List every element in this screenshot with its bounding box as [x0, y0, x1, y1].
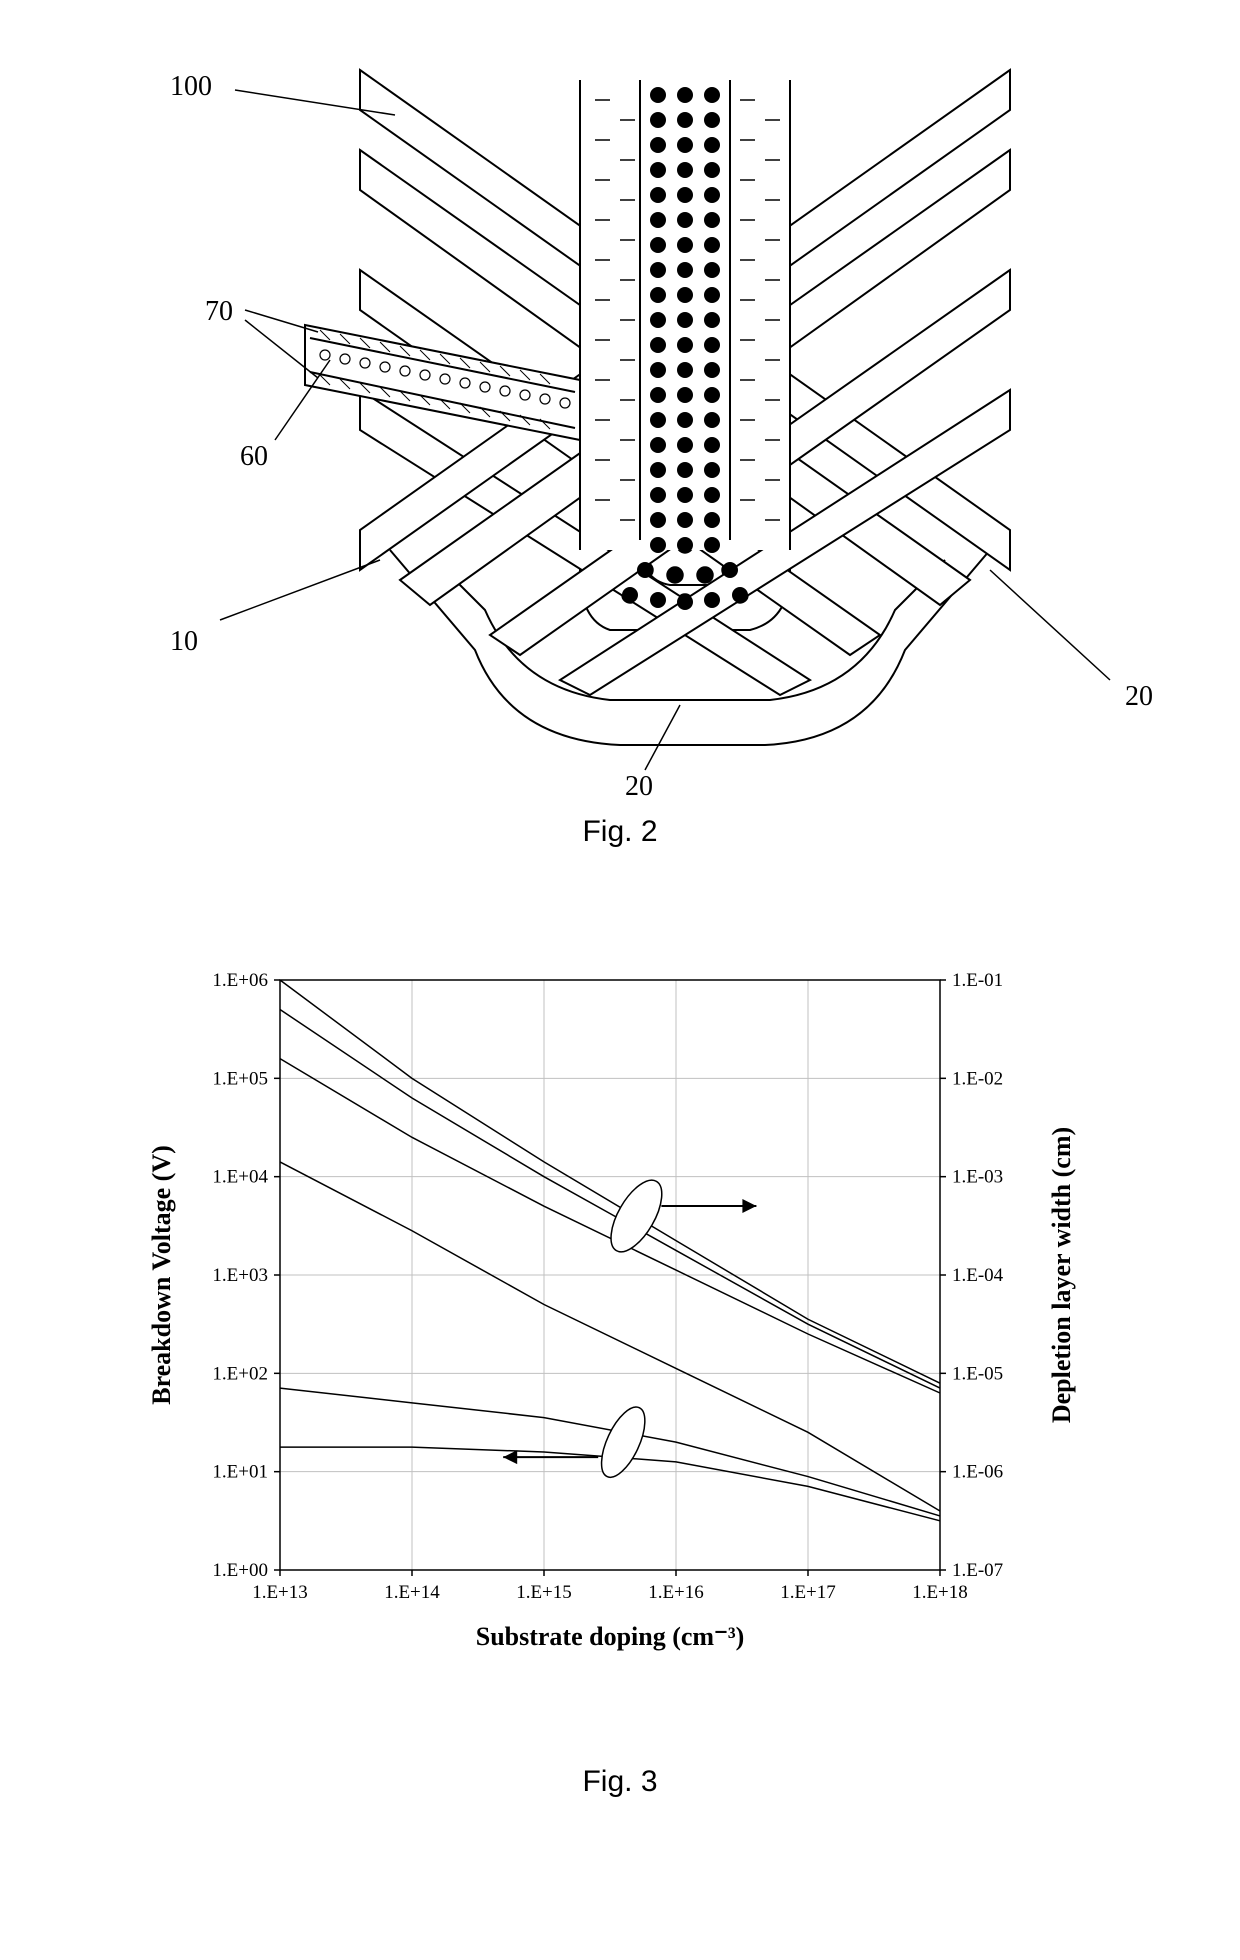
fig3-caption: Fig. 3: [120, 1765, 1120, 1799]
label-10: 10: [170, 626, 198, 657]
fig2-diagram: 100 70 60 10 20 20: [50, 40, 1190, 800]
svg-text:1.E-07: 1.E-07: [952, 1560, 1003, 1581]
svg-text:1.E-04: 1.E-04: [952, 1265, 1004, 1286]
svg-text:1.E+14: 1.E+14: [384, 1582, 440, 1603]
svg-text:1.E+01: 1.E+01: [212, 1462, 268, 1483]
label-100: 100: [170, 71, 212, 102]
svg-text:Substrate doping (cm⁻³): Substrate doping (cm⁻³): [476, 1622, 745, 1651]
label-20-right: 20: [1125, 681, 1153, 712]
figure-2-container: 100 70 60 10 20 20 Fig. 2: [50, 40, 1190, 849]
fig2-caption: Fig. 2: [50, 815, 1190, 849]
svg-text:1.E+16: 1.E+16: [648, 1582, 704, 1603]
svg-text:1.E+15: 1.E+15: [516, 1582, 572, 1603]
svg-text:1.E+17: 1.E+17: [780, 1582, 836, 1603]
svg-text:Breakdown Voltage (V): Breakdown Voltage (V): [147, 1145, 176, 1405]
svg-text:1.E-03: 1.E-03: [952, 1167, 1003, 1188]
svg-text:Depletion layer width (cm): Depletion layer width (cm): [1047, 1127, 1076, 1423]
label-20-bottom: 20: [625, 771, 653, 800]
svg-text:1.E+03: 1.E+03: [212, 1265, 268, 1286]
figure-3-container: 1.E+13 1.E+14 1.E+15 1.E+16 1.E+17 1.E+18 1.E+…: [120, 950, 1120, 1799]
label-60: 60: [240, 441, 268, 472]
svg-text:1.E+04: 1.E+04: [212, 1167, 268, 1188]
svg-text:1.E-05: 1.E-05: [952, 1363, 1003, 1384]
svg-text:1.E+02: 1.E+02: [212, 1363, 268, 1384]
svg-text:1.E+05: 1.E+05: [212, 1068, 268, 1089]
svg-text:1.E+18: 1.E+18: [912, 1582, 968, 1603]
svg-text:1.E+06: 1.E+06: [212, 970, 268, 991]
fig3-chart: 1.E+13 1.E+14 1.E+15 1.E+16 1.E+17 1.E+18 1.E+…: [120, 950, 1120, 1740]
svg-text:1.E-06: 1.E-06: [952, 1462, 1003, 1483]
svg-text:1.E+00: 1.E+00: [212, 1560, 268, 1581]
label-70: 70: [205, 296, 233, 327]
svg-text:1.E+13: 1.E+13: [252, 1582, 308, 1603]
svg-text:1.E-01: 1.E-01: [952, 970, 1003, 991]
svg-text:1.E-02: 1.E-02: [952, 1068, 1003, 1089]
